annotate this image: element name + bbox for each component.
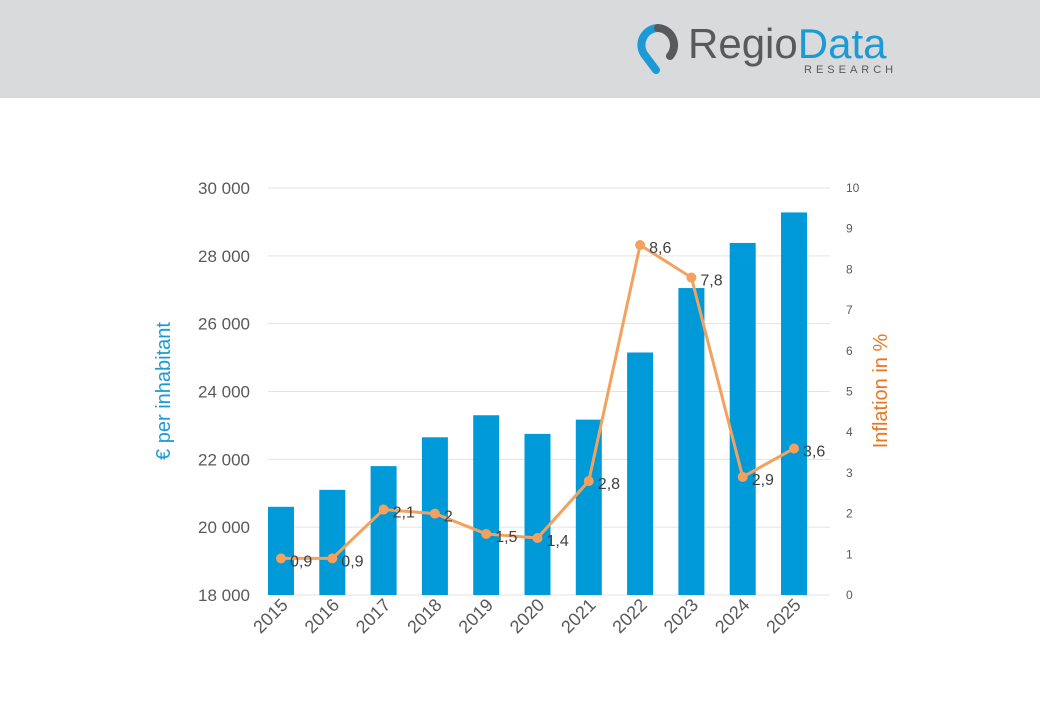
header-band: RegioData RESEARCH [0, 0, 1040, 98]
y2-tick-label: 8 [846, 262, 853, 276]
logo-regio: Regio [688, 20, 798, 67]
bar [319, 489, 346, 595]
data-label: 3,6 [803, 443, 825, 460]
y2-tick-label: 5 [846, 385, 853, 399]
bar [729, 242, 756, 595]
inflation-point [276, 553, 286, 564]
y-tick-label: 20 000 [198, 518, 250, 537]
bar [370, 466, 397, 595]
data-label: 0,9 [290, 553, 312, 570]
y-tick-label: 22 000 [198, 450, 250, 469]
data-label: 2,8 [598, 476, 620, 493]
inflation-point [737, 471, 748, 482]
inflation-point [583, 476, 594, 487]
inflation-point [429, 508, 440, 519]
x-tick-label: 2022 [608, 595, 650, 637]
y2-axis-title: Inflation in % [870, 334, 892, 449]
y-tick-label: 24 000 [198, 383, 250, 402]
y2-tick-label: 6 [846, 344, 853, 358]
y-axis-title: € per inhabitant [153, 322, 175, 460]
y2-tick-label: 2 [846, 507, 853, 521]
inflation-point [635, 239, 646, 250]
y2-tick-label: 9 [846, 222, 853, 236]
y2-tick-label: 4 [846, 425, 853, 439]
inflation-point [532, 533, 543, 544]
y-tick-label: 26 000 [198, 315, 250, 334]
data-label: 2 [444, 509, 453, 526]
y-tick-label: 28 000 [198, 247, 250, 266]
bar [678, 288, 705, 595]
y2-tick-label: 3 [846, 466, 853, 480]
bar [627, 352, 654, 595]
y-tick-label: 30 000 [198, 179, 250, 198]
x-tick-label: 2015 [249, 595, 291, 637]
bar [524, 433, 551, 595]
inflation-point [789, 443, 799, 454]
x-tick-label: 2018 [403, 595, 445, 637]
data-label: 1,4 [547, 533, 569, 550]
x-tick-label: 2023 [660, 595, 702, 637]
bar [268, 506, 294, 595]
x-tick-label: 2021 [557, 595, 599, 637]
y2-tick-label: 10 [846, 181, 860, 195]
x-tick-label: 2025 [762, 595, 804, 637]
bar [781, 212, 807, 596]
y2-tick-label: 1 [846, 547, 853, 561]
inflation-point [378, 504, 389, 515]
x-tick-label: 2017 [352, 595, 394, 637]
x-tick-label: 2016 [301, 595, 343, 637]
data-label: 8,6 [649, 240, 671, 257]
y2-tick-label: 7 [846, 303, 853, 317]
data-label: 0,9 [341, 553, 363, 570]
logo-research: RESEARCH [804, 64, 898, 76]
x-tick-label: 2020 [506, 595, 548, 637]
x-tick-label: 2024 [711, 595, 753, 637]
bar [575, 419, 602, 595]
data-label: 2,1 [393, 505, 415, 522]
logo-data: Data [797, 20, 887, 67]
x-tick-label: 2019 [455, 595, 497, 637]
inflation-point [481, 528, 492, 539]
y2-tick-label: 0 [846, 588, 853, 602]
inflation-point [686, 272, 697, 283]
y-tick-label: 18 000 [198, 586, 250, 605]
bar [473, 415, 500, 595]
data-label: 1,5 [495, 529, 517, 546]
location-pin-icon [637, 24, 678, 74]
data-label: 7,8 [700, 273, 722, 290]
inflation-point [327, 553, 338, 564]
data-label: 2,9 [752, 472, 774, 489]
